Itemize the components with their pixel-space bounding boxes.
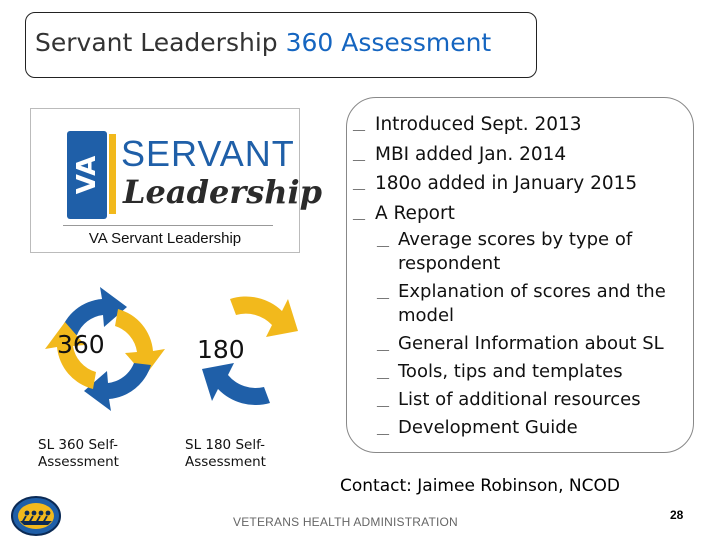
logo-caption: VA Servant Leadership (88, 230, 242, 247)
cycle-360-number: 360 (57, 330, 105, 359)
half-circular-arrows-icon (202, 296, 298, 406)
circular-arrows-icon (45, 287, 165, 411)
bullet-list: __ Introduced Sept. 2013 __ MBI added Jan.… (350, 110, 690, 444)
sub-list-item: __ Development Guide (377, 417, 578, 438)
sub-list-item: __ Explanation of scores and the model (377, 281, 666, 326)
cycle-180-number: 180 (197, 335, 245, 364)
va-mark: VA (67, 131, 107, 219)
list-item: __ 180o added in January 2015 (353, 173, 638, 194)
list-item: __ MBI added Jan. 2014 (353, 143, 567, 165)
logo-divider (63, 225, 273, 226)
rowing-team-logo-icon (11, 496, 61, 536)
sub-list-item: __ Tools, tips and templates (377, 361, 623, 382)
va-servant-leadership-logo: VA SERVANT Leadership VA Servant Leaders… (30, 108, 322, 253)
sub-list-item: __ Average scores by type of respondent (377, 229, 633, 274)
title-main: Servant Leadership (35, 28, 278, 57)
slide-title: Servant Leadership 360 Assessment (35, 28, 491, 57)
bullet-list-frame (346, 97, 694, 453)
sub-list-item: __ List of additional resources (377, 389, 641, 410)
list-item: __ A Report (353, 202, 455, 224)
footer-organization: VETERANS HEALTH ADMINISTRATION (233, 515, 458, 529)
contact-line: Contact: Jaimee Robinson, NCOD (340, 476, 620, 496)
logo-gold-bar (109, 134, 116, 214)
sub-list-item: __ General Information about SL (377, 333, 664, 354)
logo-servant-word: SERVANT (121, 133, 295, 174)
page-number: 28 (670, 508, 684, 522)
cycle-180-label: SL 180 Self-Assessment (185, 437, 266, 470)
title-box (25, 12, 537, 78)
list-item: __ Introduced Sept. 2013 (353, 114, 582, 135)
logo-leadership-word: Leadership (123, 173, 322, 211)
cycle-360-label: SL 360 Self-Assessment (38, 437, 119, 470)
title-accent: 360 Assessment (285, 28, 492, 57)
